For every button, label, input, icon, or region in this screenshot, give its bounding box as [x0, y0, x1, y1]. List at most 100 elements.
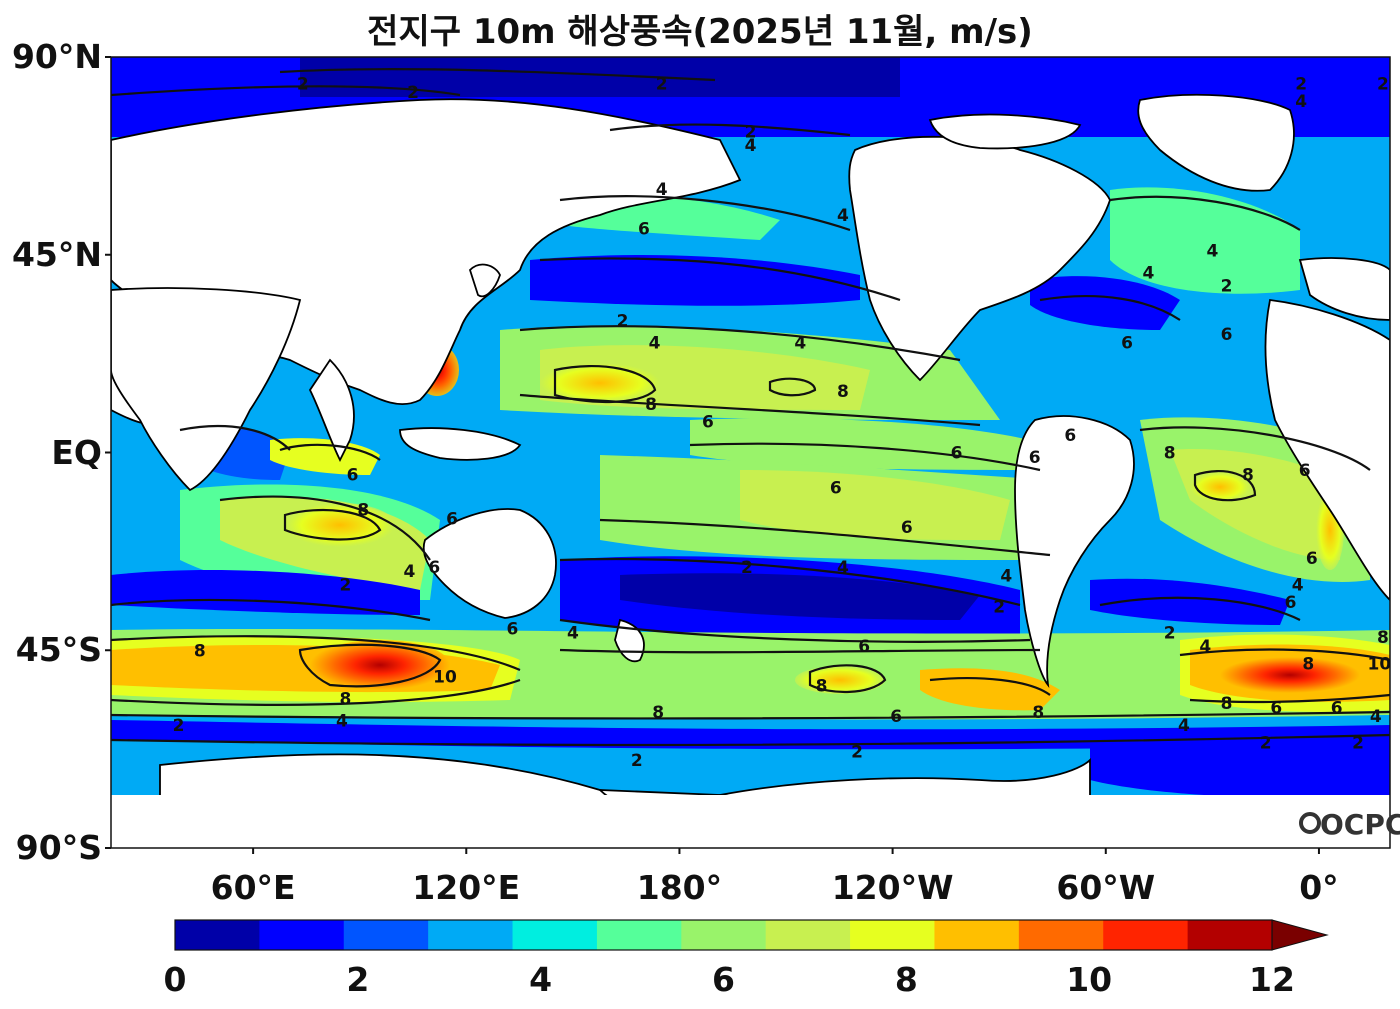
- latitude-ticks: [105, 56, 111, 849]
- ocpc-logo: OCPC: [1299, 808, 1400, 841]
- contour-label: 2: [1221, 277, 1233, 297]
- lon-label: 120°E: [412, 868, 521, 907]
- colorbar-tick-label: 6: [712, 960, 735, 999]
- contour-label: 6: [1221, 325, 1233, 345]
- contour-label: 8: [1164, 444, 1176, 464]
- europe: [1298, 257, 1390, 321]
- contour-label: 2: [1352, 734, 1364, 754]
- contour-label: 6: [858, 637, 870, 657]
- colorbar-tick-label: 10: [1066, 960, 1113, 999]
- contour-label: 6: [1270, 698, 1282, 718]
- contour-label: 6: [890, 707, 902, 727]
- contour-label: 8: [340, 690, 352, 710]
- contour-label: 2: [340, 575, 352, 595]
- contour-label: 4: [745, 136, 757, 156]
- south-america: [1014, 415, 1135, 689]
- indonesia: [399, 427, 522, 461]
- contour-label: 4: [656, 180, 668, 200]
- lon-label: 180°: [636, 868, 723, 907]
- contour-label: 4: [336, 712, 348, 732]
- lat-label: 45°N: [11, 234, 102, 274]
- contour-label: 2: [617, 312, 629, 332]
- map-title: 전지구 10m 해상풍속(2025년 11월, m/s): [367, 12, 1033, 52]
- contour-label: 2: [1260, 734, 1272, 754]
- colorbar-tick-label: 2: [346, 960, 370, 999]
- contour-label: 6: [507, 619, 519, 639]
- contour-label: 2: [993, 597, 1005, 617]
- contour-label: 2: [297, 74, 309, 94]
- colorbar-segment: [934, 920, 1020, 950]
- longitude-ticks: [252, 848, 1320, 854]
- india: [308, 358, 355, 463]
- contour-label: 4: [1199, 637, 1211, 657]
- colorbar-tick-label: 4: [529, 960, 553, 999]
- contour-label: 2: [741, 558, 753, 578]
- colorbar-segment: [343, 920, 429, 950]
- contour-label: 2: [1164, 624, 1176, 644]
- contour-label: 6: [446, 509, 458, 529]
- contour-label: 8: [1221, 694, 1233, 714]
- ocpc-logo-text: OCPC: [1320, 808, 1400, 841]
- colorbar-segment: [512, 920, 598, 950]
- contour-label: 8: [1242, 465, 1254, 485]
- contour-label: 8: [652, 703, 664, 723]
- greenland: [1137, 93, 1295, 192]
- contour-label: 2: [173, 716, 185, 736]
- contour-label: 8: [194, 641, 206, 661]
- north-america: [848, 135, 1111, 382]
- colorbar-segment: [765, 920, 851, 950]
- contour-label: 2: [631, 751, 643, 771]
- contour-label: 6: [347, 465, 359, 485]
- contour-label: 4: [1295, 92, 1307, 112]
- lon-label: 0°: [1299, 868, 1339, 907]
- contour-label: 6: [638, 219, 650, 239]
- contour-label: 6: [428, 558, 440, 578]
- arctic-islands: [928, 113, 1082, 150]
- wind-field: [111, 57, 1390, 848]
- contour-label: 8: [816, 676, 828, 696]
- lat-label: 45°S: [15, 630, 102, 670]
- contour-label: 8: [357, 501, 369, 521]
- contour-label: 4: [1292, 575, 1304, 595]
- lon-label: 120°W: [831, 868, 954, 907]
- contour-label: 6: [1331, 698, 1343, 718]
- contour-label: 4: [794, 334, 806, 354]
- colorbar-tick-label: 0: [163, 960, 187, 999]
- colorbar-tick-label: 8: [894, 960, 918, 999]
- japan: [468, 263, 501, 298]
- lat-label: EQ: [51, 432, 102, 472]
- contour-label: 8: [837, 382, 849, 402]
- colorbar-segment: [681, 920, 767, 950]
- colorbar-tick-label: 12: [1249, 960, 1295, 999]
- colorbar-segment: [175, 920, 260, 950]
- contour-label: 4: [837, 206, 849, 226]
- contour-label: 8: [1377, 628, 1389, 648]
- contour-label: 4: [1142, 263, 1154, 283]
- contour-label: 8: [1032, 703, 1044, 723]
- contour-label: 2: [851, 742, 863, 762]
- contour-label: 4: [837, 558, 849, 578]
- colorbar-frame: [174, 919, 1273, 951]
- colorbar: [174, 919, 1329, 951]
- colorbar-segment: [850, 920, 935, 950]
- australia: [422, 508, 557, 619]
- contour-label: 6: [951, 444, 963, 464]
- contour-label: 2: [745, 123, 757, 143]
- contour-label: 4: [404, 562, 416, 582]
- contour-label: 4: [1178, 716, 1190, 736]
- colorbar-segment: [1018, 920, 1104, 950]
- contour-label: 4: [1000, 567, 1012, 587]
- contour-label: 10: [1368, 654, 1392, 674]
- contour-label: 4: [1370, 707, 1382, 727]
- contour-label: 8: [645, 395, 657, 415]
- lon-label: 60°E: [210, 868, 296, 907]
- contour-label: 6: [1064, 426, 1076, 446]
- colorbar-segment: [1187, 920, 1273, 950]
- contour-label: 8: [1302, 654, 1314, 674]
- isotach-contours: [111, 68, 1390, 747]
- contour-label: 6: [1299, 461, 1311, 481]
- contour-label: 6: [1121, 334, 1133, 354]
- colorbar-segment: [428, 920, 514, 950]
- ice-edge: [111, 795, 1390, 848]
